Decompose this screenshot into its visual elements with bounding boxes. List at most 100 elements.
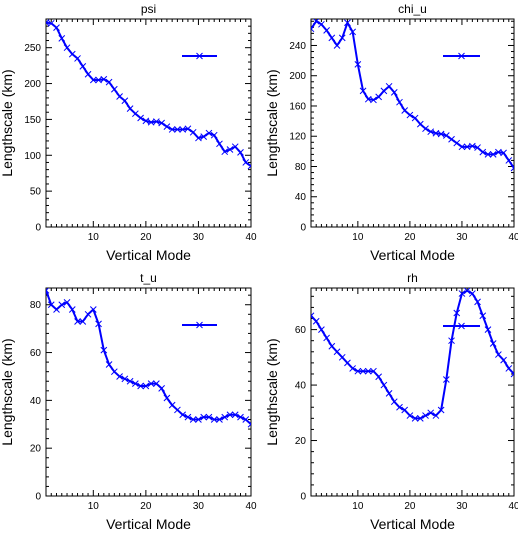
series-line	[311, 289, 514, 420]
data-point	[411, 114, 419, 122]
data-point	[484, 151, 492, 158]
data-point	[121, 97, 129, 105]
x-tick-label: 40	[245, 501, 257, 512]
panel-4: 10 20 30 40 0 20 40 60 rh Vertical Mode Lengthscal…	[264, 271, 518, 532]
data-point	[390, 89, 398, 96]
data-point	[68, 306, 76, 313]
data-point	[479, 312, 487, 320]
data-point	[126, 377, 134, 385]
data-point	[453, 309, 461, 317]
data-point	[142, 382, 150, 390]
data-point	[311, 25, 315, 33]
plot-frame	[45, 18, 252, 228]
data-point	[437, 130, 445, 138]
data-point	[500, 149, 507, 157]
y-tick-label: 40	[30, 396, 42, 407]
data-point	[153, 380, 160, 387]
data-point	[174, 126, 181, 133]
data-point	[448, 337, 455, 345]
x-axis-label: Vertical Mode	[370, 247, 455, 263]
data-point	[79, 318, 87, 325]
data-point	[333, 348, 341, 356]
data-point	[359, 87, 367, 95]
x-axis-label: Vertical Mode	[106, 247, 191, 263]
data-point	[411, 414, 419, 422]
series	[311, 19, 514, 172]
plot-frame	[310, 18, 515, 228]
data-point	[338, 34, 346, 42]
panel-1: 10 20 30 40 0 50 100 150 200 250 psi Vertical Mode L…	[0, 2, 257, 263]
data-point	[168, 126, 176, 133]
y-tick-label: 40	[295, 381, 307, 392]
y-tick-label: 160	[289, 101, 306, 112]
data-point	[442, 132, 450, 139]
y-tick-label: 250	[24, 43, 41, 54]
data-point	[323, 334, 330, 342]
data-point	[210, 416, 218, 423]
data-point	[221, 413, 229, 421]
data-point	[53, 306, 60, 313]
plot-frame	[45, 287, 252, 497]
data-point	[100, 346, 108, 354]
data-point	[364, 367, 372, 375]
x-tick-label: 30	[456, 501, 468, 512]
data-point	[247, 420, 251, 428]
data-point	[100, 75, 108, 83]
data-point	[110, 85, 118, 93]
data-point	[453, 139, 461, 147]
series-line	[46, 290, 251, 426]
data-point	[247, 162, 251, 170]
data-point	[84, 70, 92, 78]
data-point	[510, 164, 514, 172]
data-point	[354, 367, 362, 375]
data-point	[116, 373, 123, 380]
data-point	[312, 19, 320, 25]
data-point	[495, 351, 502, 358]
data-point	[406, 412, 414, 419]
data-point	[179, 411, 187, 419]
data-point	[126, 105, 134, 113]
data-point	[216, 140, 223, 148]
data-point	[505, 157, 513, 164]
data-point	[380, 381, 388, 389]
data-point	[89, 306, 97, 313]
data-point	[354, 61, 362, 68]
data-point	[158, 385, 165, 392]
data-point	[432, 412, 440, 419]
data-point	[396, 98, 403, 106]
data-point	[158, 119, 165, 127]
y-axis-label: Lengthscale (km)	[0, 69, 15, 176]
data-point	[489, 340, 497, 347]
data-point	[68, 50, 76, 58]
data-point	[79, 62, 87, 70]
data-point	[422, 125, 429, 133]
x-axis-label: Vertical Mode	[106, 516, 191, 532]
data-point	[442, 376, 450, 383]
data-point	[323, 26, 330, 34]
data-point	[63, 44, 71, 52]
data-point	[328, 342, 336, 350]
legend-marker	[458, 52, 465, 60]
data-point	[427, 128, 435, 136]
data-point	[318, 326, 325, 333]
chart-title: psi	[141, 2, 156, 16]
data-point	[205, 413, 213, 421]
series	[311, 288, 514, 422]
y-tick-label: 240	[289, 41, 306, 52]
data-point	[500, 356, 507, 364]
data-point	[237, 149, 244, 156]
y-tick-label: 60	[295, 325, 307, 336]
y-tick-label: 0	[300, 492, 306, 503]
data-point	[95, 320, 102, 328]
data-point	[328, 34, 336, 42]
y-tick-label: 40	[295, 192, 307, 203]
series-line	[311, 20, 514, 169]
data-point	[205, 129, 213, 137]
data-point	[195, 134, 202, 142]
legend-marker	[458, 322, 465, 330]
data-point	[58, 301, 66, 309]
data-point	[505, 365, 513, 372]
data-point	[153, 118, 160, 125]
data-point	[174, 406, 181, 414]
